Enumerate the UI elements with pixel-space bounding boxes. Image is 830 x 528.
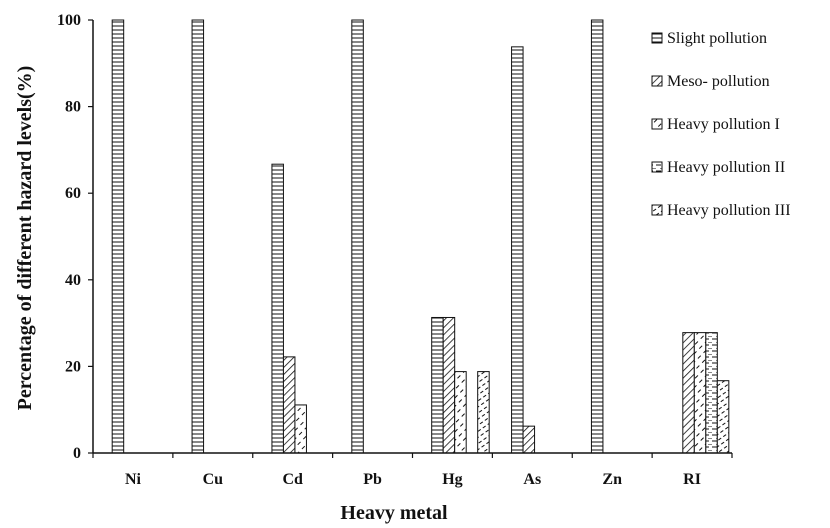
x-tick-label-cu: Cu — [203, 471, 224, 488]
y-tick-label: 80 — [65, 99, 81, 116]
bar-hg-series-1 — [431, 316, 444, 454]
bar-cd-series-2 — [282, 356, 296, 454]
bar-hg-series-5 — [477, 371, 490, 454]
y-tick-label: 0 — [73, 445, 81, 462]
y-tick-label: 40 — [65, 272, 81, 289]
bar-as-series-2 — [522, 425, 536, 454]
bar-ri-series-3 — [693, 332, 707, 454]
bar-zn-series-1 — [590, 19, 604, 454]
legend-label-5: Heavy pollution III — [667, 202, 791, 219]
x-tick-label-ri: RI — [683, 471, 701, 488]
x-tick-label-as: As — [523, 471, 541, 488]
x-tick-label-ni: Ni — [125, 471, 142, 488]
legend-label-2: Meso- pollution — [667, 73, 770, 90]
legend-swatch-2 — [651, 75, 663, 87]
x-tick-label-cd: Cd — [282, 471, 303, 488]
bar-ri-series-2 — [682, 332, 695, 454]
bar-ni-series-1 — [111, 19, 125, 454]
bar-cu-series-1 — [191, 19, 205, 454]
legend-swatch-5 — [651, 204, 663, 216]
bar-pb-series-1 — [351, 19, 364, 454]
y-tick-label: 60 — [65, 185, 81, 202]
x-tick-label-zn: Zn — [602, 471, 622, 488]
y-axis-title: Percentage of different hazard levels(%) — [14, 66, 36, 411]
legend-swatch-1 — [651, 32, 663, 44]
bar-hg-series-2 — [442, 316, 456, 454]
bar-hg-series-3 — [454, 371, 467, 454]
bar-ri-series-5 — [716, 380, 730, 454]
x-axis-title: Heavy metal — [340, 502, 448, 524]
x-tick-label-pb: Pb — [363, 471, 382, 488]
x-tick-label-hg: Hg — [442, 471, 462, 488]
bar-as-series-1 — [511, 46, 524, 454]
bar-ri-series-4 — [705, 332, 718, 454]
legend-swatch-3 — [651, 118, 663, 130]
legend-label-3: Heavy pollution I — [667, 116, 780, 133]
y-tick-label: 20 — [65, 358, 81, 375]
legend-label-1: Slight pollution — [667, 30, 767, 47]
legend-label-4: Heavy pollution II — [667, 159, 785, 176]
bar-cd-series-3 — [294, 404, 307, 454]
y-tick-label: 100 — [57, 12, 81, 29]
legend-swatch-4 — [651, 161, 663, 173]
bar-cd-series-1 — [271, 163, 284, 454]
